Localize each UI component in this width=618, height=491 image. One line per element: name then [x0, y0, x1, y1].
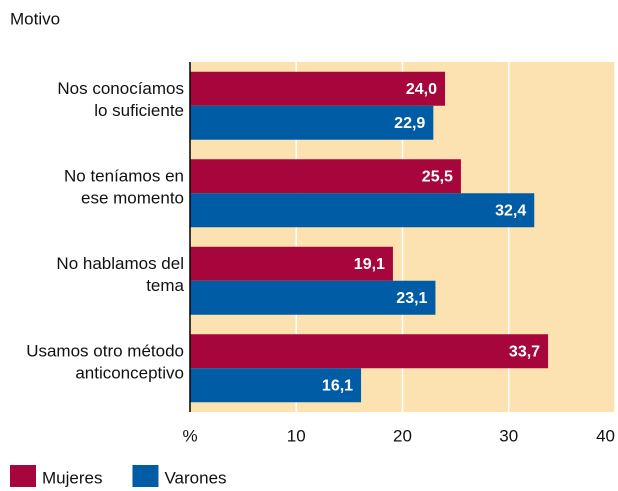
value-label: 24,0 [406, 81, 437, 98]
y-tick-label: Usamos otro método anticonceptivo [26, 342, 184, 383]
y-tick-label: No teníamos en ese momento [64, 167, 184, 208]
x-tick-label: 20 [393, 426, 412, 445]
bar [190, 368, 362, 403]
legend-label: Varones [164, 468, 226, 487]
bar [190, 246, 393, 281]
bar [190, 193, 535, 228]
axis-title: Motivo [10, 9, 60, 28]
legend-swatch [10, 465, 36, 487]
value-label: 25,5 [422, 168, 453, 185]
bar [190, 334, 549, 369]
x-tick-label: 40 [596, 426, 615, 445]
legend-label: Mujeres [42, 468, 102, 487]
bar [190, 159, 461, 194]
y-tick-label: No hablamos del tema [56, 254, 184, 295]
y-tick-label: Nos conocíamos lo suficiente [57, 79, 184, 120]
x-tick-label: 30 [499, 426, 518, 445]
value-label: 19,1 [354, 256, 385, 273]
value-label: 16,1 [322, 377, 353, 394]
value-label: 33,7 [509, 343, 540, 360]
legend-swatch [132, 465, 159, 487]
x-tick-label: 10 [287, 426, 306, 445]
value-label: 32,4 [495, 202, 526, 219]
bar [190, 71, 445, 106]
value-label: 23,1 [396, 290, 427, 307]
bar [190, 280, 436, 315]
x-tick-label: % [182, 426, 197, 445]
bar [190, 105, 434, 140]
value-label: 22,9 [394, 115, 425, 132]
